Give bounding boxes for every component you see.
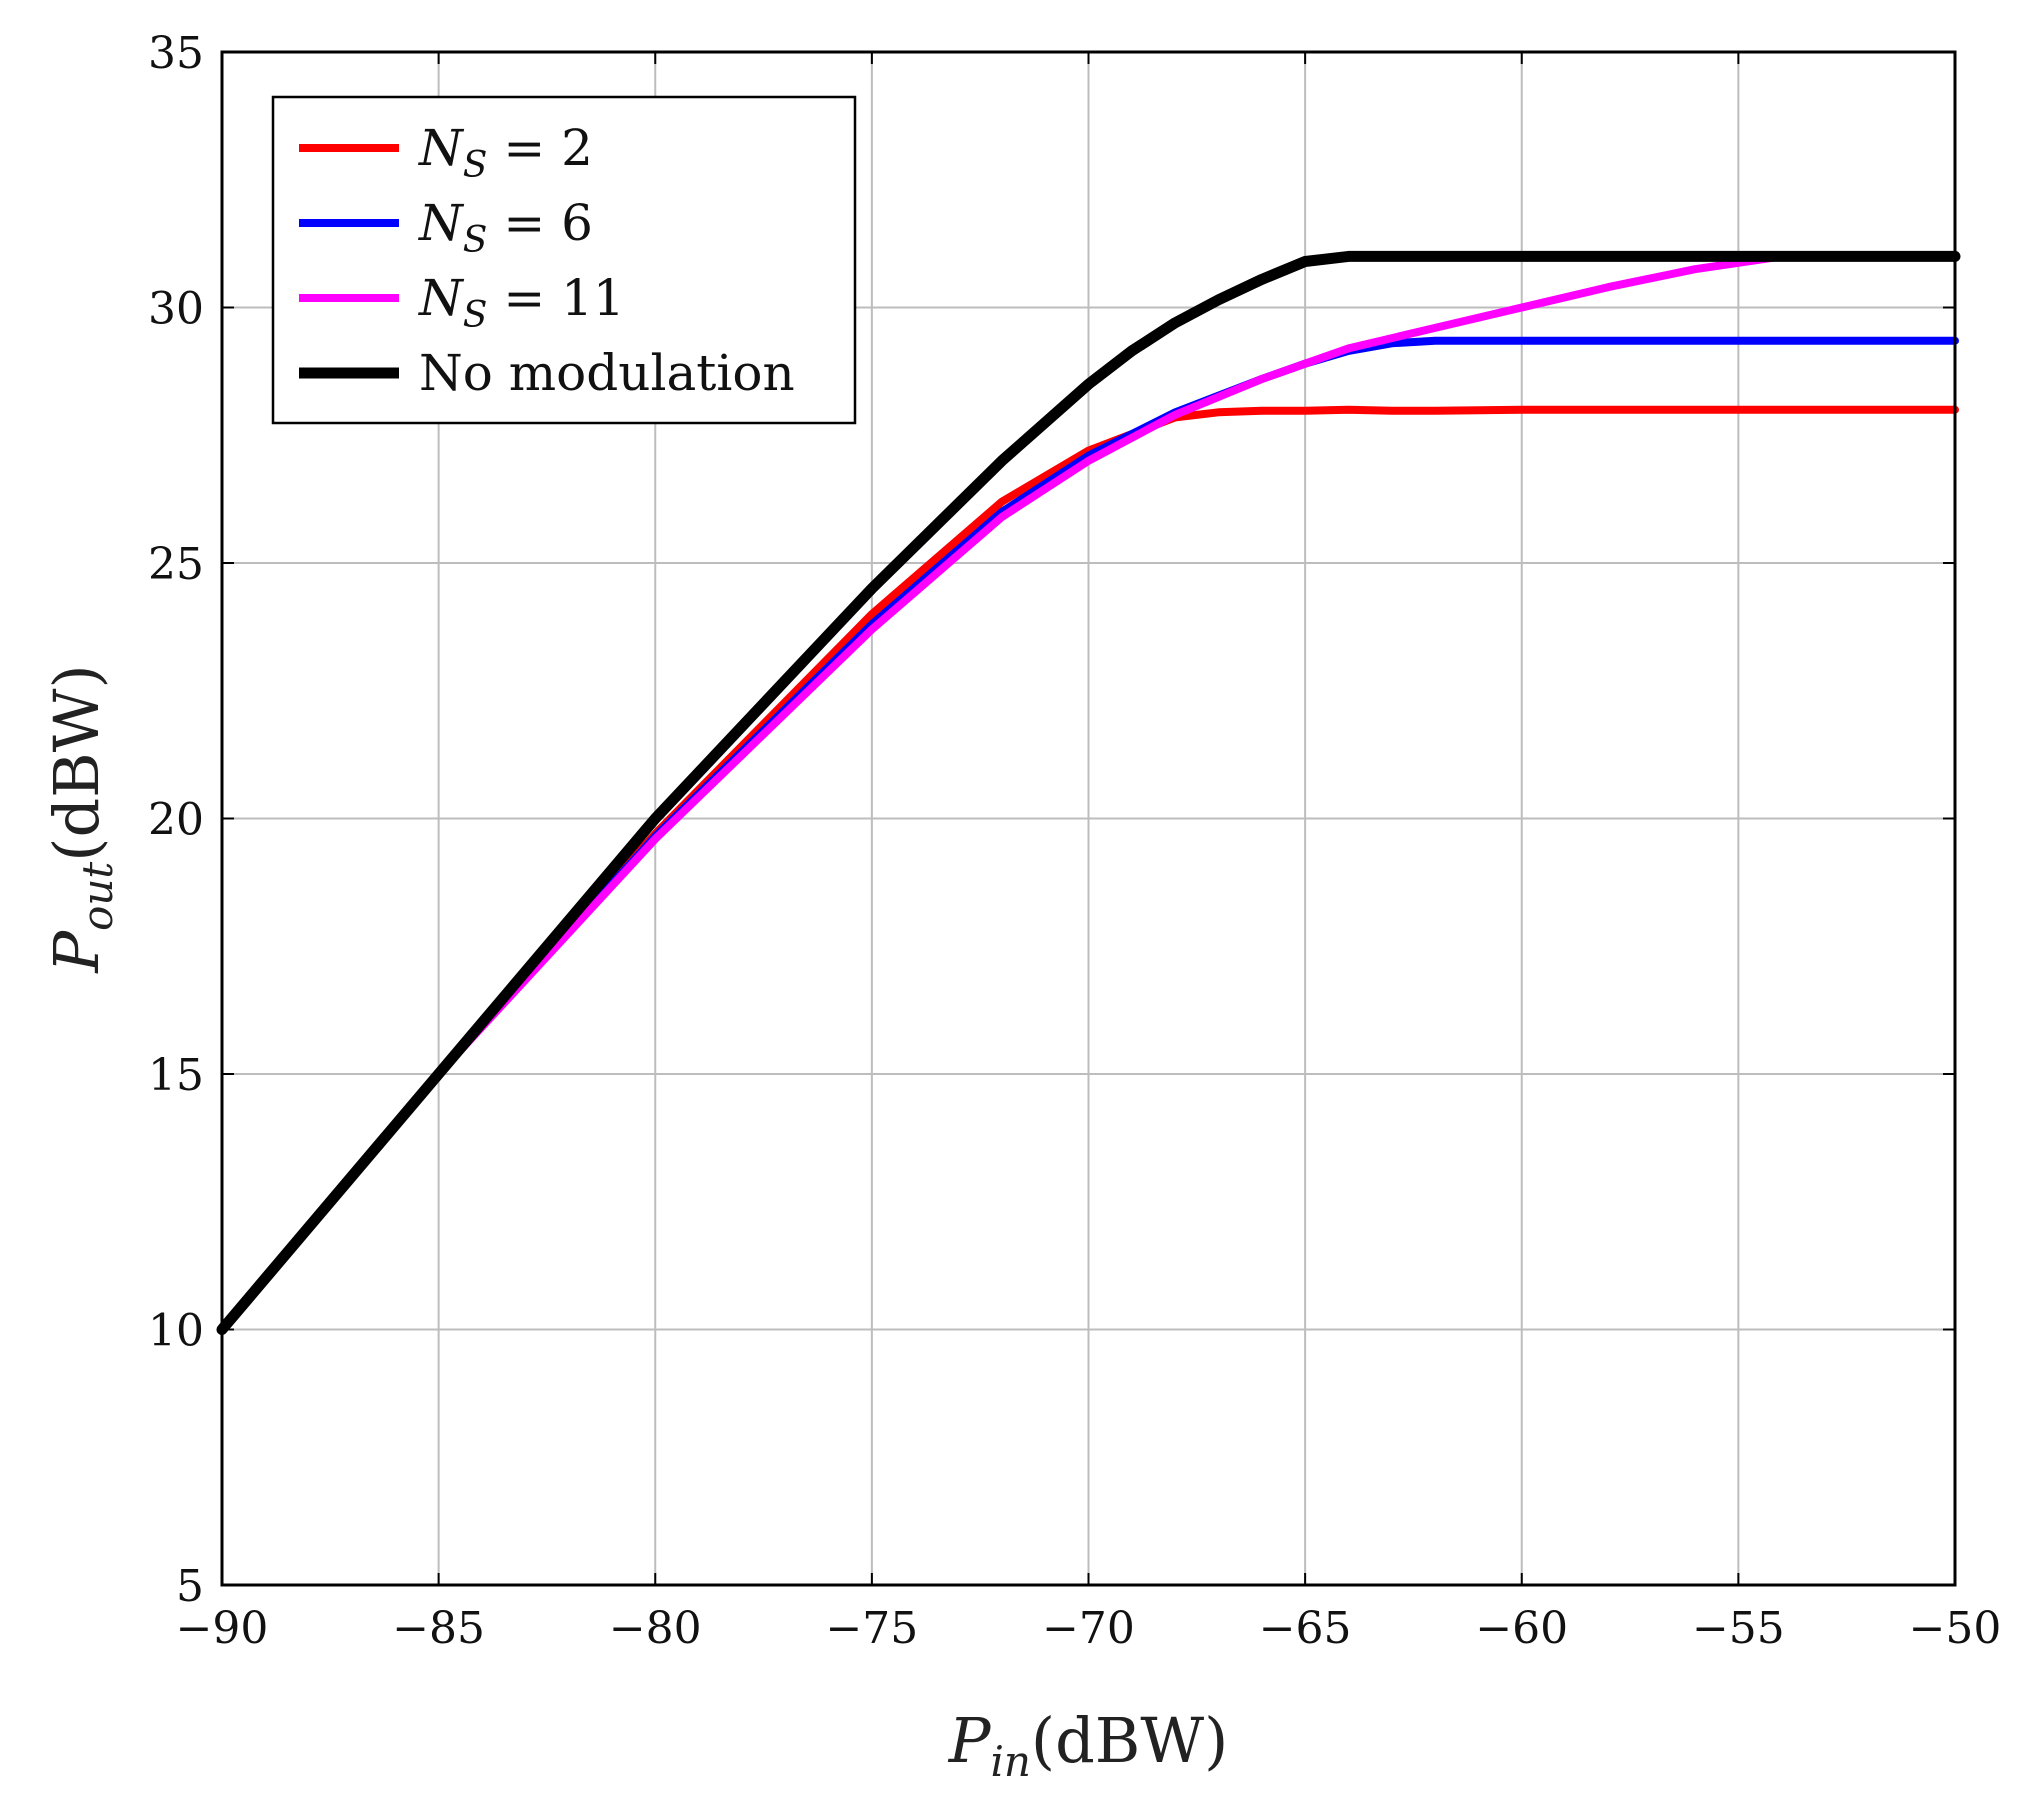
x-tick-label: −90 <box>176 1603 269 1654</box>
legend-label-3: NS = 11 <box>418 269 625 336</box>
y-tick-label: 20 <box>148 795 204 846</box>
y-tick-label: 35 <box>148 28 204 79</box>
ticks <box>221 51 1956 1586</box>
y-tick-label: 25 <box>148 539 204 590</box>
x-tick-label: −80 <box>609 1603 702 1654</box>
legend: NS = 2 NS = 6 NS = 11 No modulation <box>271 95 857 425</box>
legend-label-4: No modulation <box>419 344 795 402</box>
legend-label-2: NS = 6 <box>418 194 593 261</box>
x-tick-label: −50 <box>1909 1603 2002 1654</box>
series-line-1 <box>218 405 1959 1334</box>
series-group <box>216 250 1961 1335</box>
x-tick-label: −60 <box>1475 1603 1568 1654</box>
x-tick-label: −65 <box>1259 1603 1352 1654</box>
tick-labels: −90 −85 −80 −75 −70 −65 −60 −55 −50 5 10 15 20 25 30 35 <box>148 28 2001 1654</box>
series-line-3 <box>218 252 1959 1334</box>
y-tick-label: 10 <box>148 1306 204 1357</box>
y-axis-title: Pout(dBW) <box>40 664 122 973</box>
legend-label-1: NS = 2 <box>418 119 593 186</box>
x-tick-label: −75 <box>825 1603 918 1654</box>
x-tick-label: −85 <box>392 1603 485 1654</box>
x-axis-title: Pin(dBW) <box>948 1704 1229 1786</box>
y-tick-label: 5 <box>176 1561 204 1612</box>
x-tick-label: −55 <box>1692 1603 1785 1654</box>
series-line-4 <box>216 250 1961 1335</box>
y-tick-label: 30 <box>148 284 204 335</box>
y-tick-label: 15 <box>148 1050 204 1101</box>
x-tick-label: −70 <box>1042 1603 1135 1654</box>
